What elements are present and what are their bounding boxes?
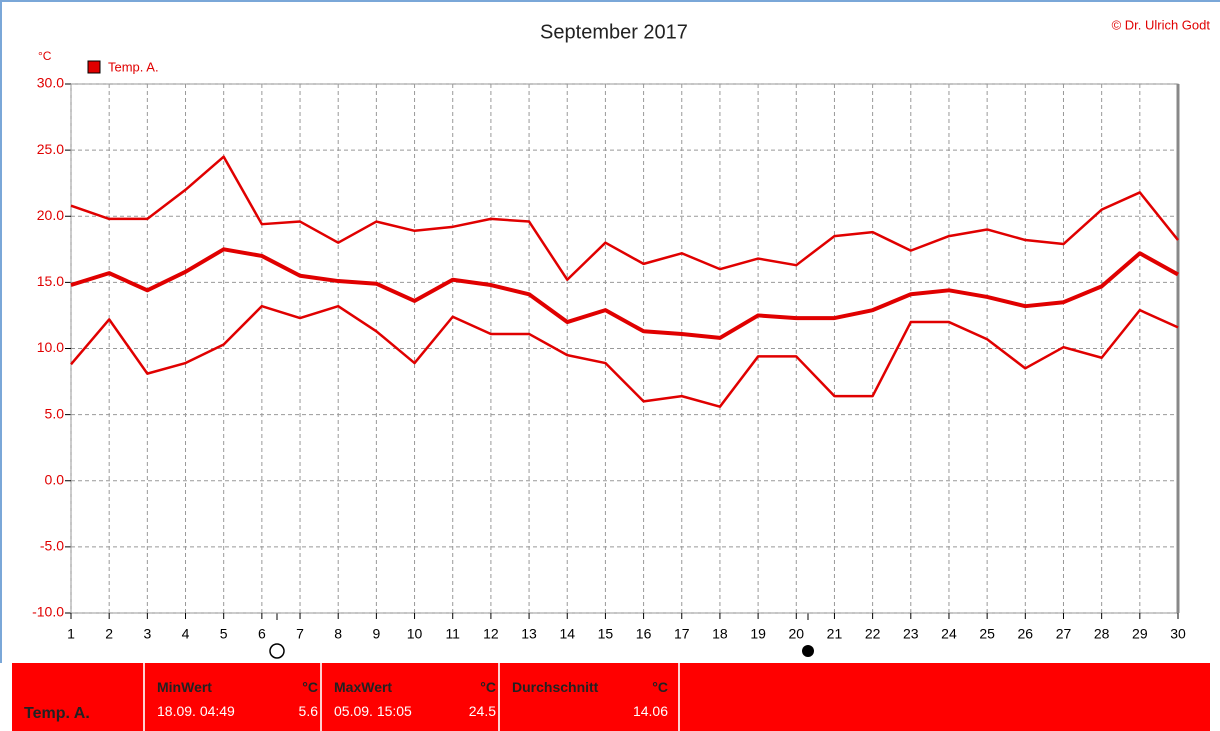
stats-panel: Temp. A. MinWert °C 18.09. 04:49 5.6 Max… — [12, 663, 1210, 731]
x-tick-label: 25 — [979, 626, 995, 642]
chart-title: September 2017 — [540, 21, 688, 43]
x-tick-label: 3 — [143, 626, 151, 642]
x-tick-label: 20 — [788, 626, 804, 642]
row-label: Temp. A. — [24, 705, 90, 722]
stat-header: MaxWert — [334, 679, 393, 695]
x-tick-label: 9 — [372, 626, 380, 642]
stat-value: 24.5 — [468, 703, 496, 719]
stat-when: 18.09. 04:49 — [157, 703, 235, 719]
y-tick-label: 25.0 — [37, 141, 64, 157]
stat-when: 05.09. 15:05 — [334, 703, 412, 719]
x-tick-label: 12 — [483, 626, 499, 642]
x-tick-label: 19 — [750, 626, 766, 642]
x-tick-label: 28 — [1094, 626, 1110, 642]
y-tick-label: 5.0 — [45, 405, 65, 421]
line — [70, 304, 1179, 408]
x-tick-label: 10 — [407, 626, 423, 642]
legend-swatch — [87, 60, 101, 74]
x-tick-label: 24 — [941, 626, 957, 642]
stat-cell: MinWert °C 18.09. 04:49 5.6 — [143, 663, 320, 731]
stat-unit: °C — [302, 679, 318, 695]
x-tick-label: 5 — [220, 626, 228, 642]
credit: © Dr. Ulrich Godt — [1112, 17, 1211, 32]
line — [70, 247, 1179, 340]
x-tick-label: 15 — [598, 626, 614, 642]
y-tick-label: -10.0 — [32, 604, 64, 620]
x-tick-label: 18 — [712, 626, 728, 642]
y-tick-label: 15.0 — [37, 273, 64, 289]
stat-unit: °C — [652, 679, 668, 695]
x-tick-label: 23 — [903, 626, 919, 642]
x-tick-label: 21 — [827, 626, 843, 642]
moon-full — [269, 643, 285, 659]
y-unit: °C — [38, 49, 52, 63]
y-tick-label: -5.0 — [40, 538, 64, 554]
y-tick-label: 10.0 — [37, 339, 64, 355]
y-tick-label: 0.0 — [45, 471, 65, 487]
x-tick-label: 14 — [559, 626, 575, 642]
x-tick-label: 27 — [1056, 626, 1072, 642]
stat-cell: Durchschnitt °C 14.06 — [498, 663, 680, 731]
stat-header: Durchschnitt — [512, 679, 599, 695]
chart: September 2017 © Dr. Ulrich Godt °C Temp… — [0, 0, 1220, 663]
x-tick-label: 26 — [1018, 626, 1034, 642]
x-tick-label: 8 — [334, 626, 342, 642]
line — [70, 155, 1179, 281]
x-tick-label: 22 — [865, 626, 881, 642]
x-tick-label: 13 — [521, 626, 537, 642]
x-tick-label: 6 — [258, 626, 266, 642]
y-tick-label: 20.0 — [37, 207, 64, 223]
stat-value: 14.06 — [632, 703, 668, 719]
stat-cell: MaxWert °C 05.09. 15:05 24.5 — [320, 663, 498, 731]
y-tick-label: 30.0 — [37, 75, 64, 91]
x-tick-label: 7 — [296, 626, 304, 642]
x-tick-label: 30 — [1170, 626, 1186, 642]
stat-value: 5.6 — [298, 703, 318, 719]
moon-new — [802, 645, 814, 657]
stat-header: MinWert — [157, 679, 212, 695]
stat-unit: °C — [480, 679, 496, 695]
x-tick-label: 2 — [105, 626, 113, 642]
x-tick-label: 1 — [67, 626, 75, 642]
x-tick-label: 16 — [636, 626, 652, 642]
x-tick-label: 4 — [182, 626, 190, 642]
x-tick-label: 29 — [1132, 626, 1148, 642]
x-tick-label: 17 — [674, 626, 690, 642]
x-tick-label: 11 — [445, 626, 460, 642]
legend-label: Temp. A. — [108, 59, 159, 74]
